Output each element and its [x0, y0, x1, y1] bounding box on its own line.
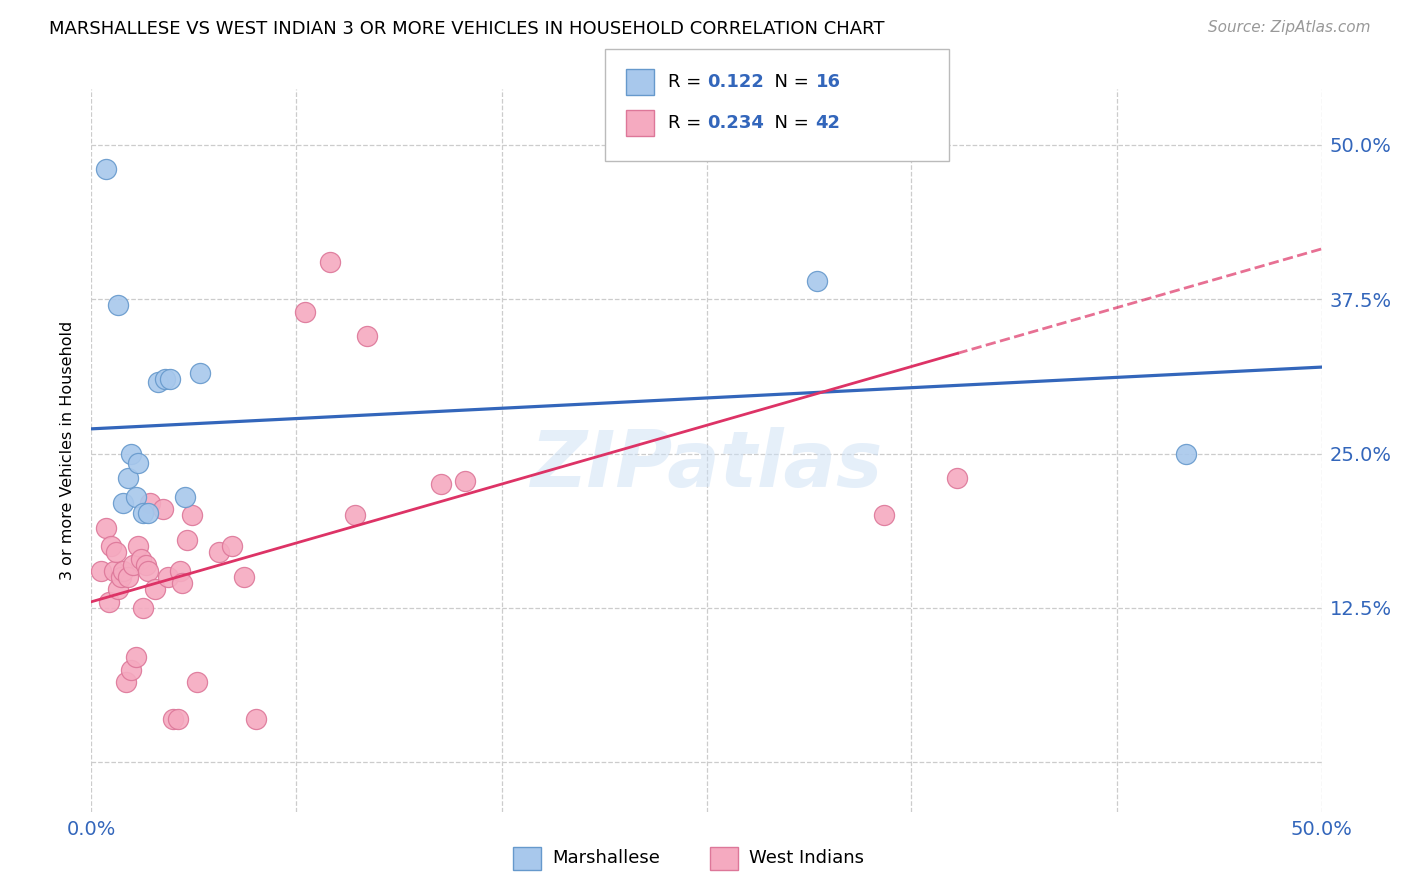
Point: [245, 712, 267, 726]
Point: [162, 712, 184, 726]
Point: [356, 329, 378, 343]
Point: [127, 457, 149, 471]
Point: [117, 471, 139, 485]
Point: [117, 570, 139, 584]
Point: [946, 471, 969, 485]
Text: 0.234: 0.234: [707, 114, 763, 132]
Text: 42: 42: [815, 114, 841, 132]
Point: [159, 372, 181, 386]
Point: [429, 477, 451, 491]
Point: [1175, 446, 1198, 460]
Text: R =: R =: [668, 73, 707, 91]
Point: [174, 490, 197, 504]
Point: [188, 366, 211, 380]
Point: [172, 576, 194, 591]
Text: N =: N =: [763, 114, 815, 132]
Point: [186, 675, 208, 690]
Point: [153, 372, 177, 386]
Point: [135, 558, 156, 572]
Point: [145, 582, 166, 597]
Text: 16: 16: [815, 73, 841, 91]
Point: [96, 521, 117, 535]
Text: R =: R =: [668, 114, 707, 132]
Text: Source: ZipAtlas.com: Source: ZipAtlas.com: [1208, 20, 1371, 35]
Point: [156, 570, 179, 584]
Text: Marshallese: Marshallese: [553, 849, 661, 867]
Point: [152, 502, 174, 516]
Point: [136, 506, 159, 520]
Point: [122, 558, 145, 572]
Y-axis label: 3 or more Vehicles in Household: 3 or more Vehicles in Household: [60, 321, 76, 580]
Point: [294, 304, 316, 318]
Point: [146, 375, 169, 389]
Point: [112, 564, 135, 578]
Point: [107, 298, 129, 312]
Point: [343, 508, 366, 523]
Point: [166, 712, 188, 726]
Point: [112, 496, 135, 510]
Text: ZIPatlas: ZIPatlas: [530, 427, 883, 503]
Point: [872, 508, 894, 523]
Point: [319, 255, 342, 269]
Text: West Indians: West Indians: [749, 849, 865, 867]
Point: [129, 551, 152, 566]
Point: [97, 595, 120, 609]
Point: [454, 474, 477, 488]
Point: [103, 564, 125, 578]
Point: [120, 663, 142, 677]
Point: [232, 570, 256, 584]
Point: [169, 564, 191, 578]
Point: [124, 490, 146, 504]
Point: [208, 545, 231, 559]
Point: [100, 539, 122, 553]
Point: [90, 564, 112, 578]
Point: [124, 650, 146, 665]
Point: [96, 162, 117, 177]
Point: [132, 601, 155, 615]
Text: MARSHALLESE VS WEST INDIAN 3 OR MORE VEHICLES IN HOUSEHOLD CORRELATION CHART: MARSHALLESE VS WEST INDIAN 3 OR MORE VEH…: [49, 20, 884, 37]
Point: [110, 570, 132, 584]
Point: [806, 274, 828, 288]
Point: [139, 496, 162, 510]
Point: [132, 506, 155, 520]
Text: 0.122: 0.122: [707, 73, 763, 91]
Point: [127, 539, 149, 553]
Point: [107, 582, 129, 597]
Point: [136, 564, 159, 578]
Text: N =: N =: [763, 73, 815, 91]
Point: [114, 675, 138, 690]
Point: [105, 545, 127, 559]
Point: [221, 539, 243, 553]
Point: [176, 533, 198, 547]
Point: [181, 508, 204, 523]
Point: [120, 446, 142, 460]
